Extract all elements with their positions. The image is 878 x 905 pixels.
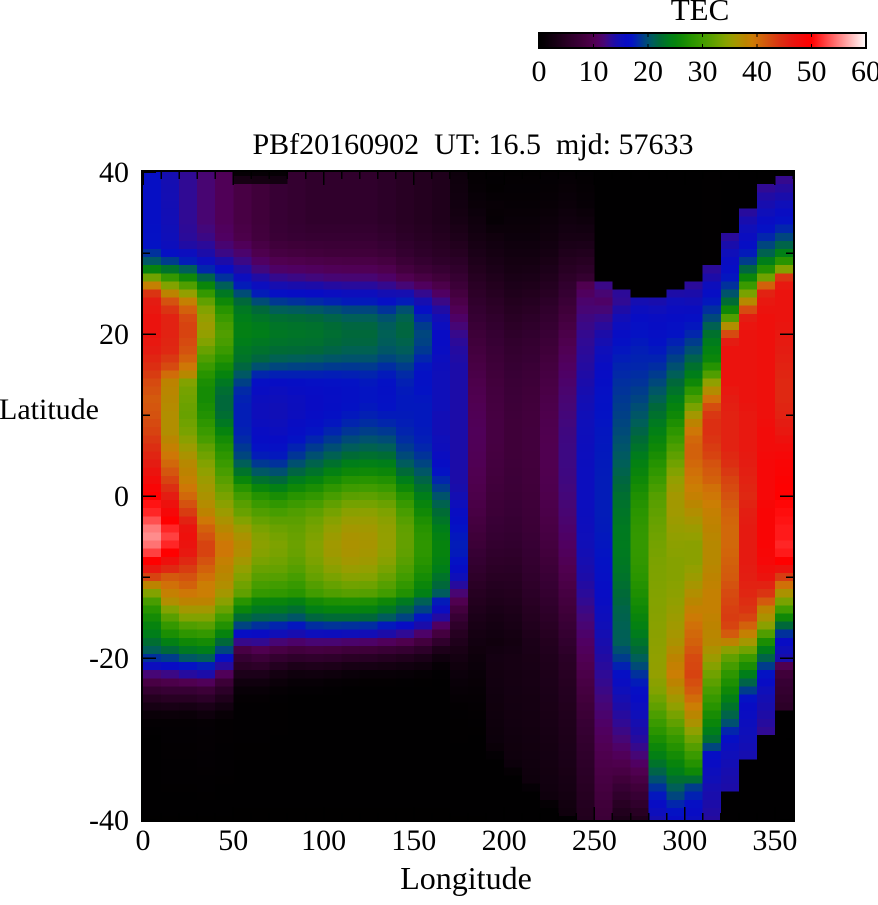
svg-text:300: 300: [662, 824, 707, 857]
svg-text:-40: -40: [89, 804, 129, 837]
svg-text:50: 50: [218, 824, 248, 857]
svg-text:Latitude: Latitude: [0, 393, 99, 426]
svg-text:0: 0: [114, 480, 129, 513]
svg-text:30: 30: [688, 55, 718, 88]
svg-text:150: 150: [391, 824, 436, 857]
svg-text:20: 20: [99, 318, 129, 351]
svg-text:200: 200: [482, 824, 527, 857]
svg-text:Longitude: Longitude: [400, 860, 532, 896]
svg-text:40: 40: [742, 55, 772, 88]
svg-text:40: 40: [99, 156, 129, 189]
svg-text:350: 350: [752, 824, 797, 857]
svg-text:50: 50: [797, 55, 827, 88]
svg-text:60: 60: [851, 55, 878, 88]
svg-text:0: 0: [532, 55, 547, 88]
svg-text:250: 250: [572, 824, 617, 857]
svg-text:20: 20: [633, 55, 663, 88]
svg-text:0: 0: [136, 824, 151, 857]
svg-text:-20: -20: [89, 642, 129, 675]
svg-text:PBf20160902 UT: 16.5 mjd: 57: PBf20160902 UT: 16.5 mjd: 57633: [252, 128, 693, 161]
svg-text:TEC: TEC: [671, 0, 730, 27]
svg-text:10: 10: [579, 55, 609, 88]
svg-text:100: 100: [301, 824, 346, 857]
